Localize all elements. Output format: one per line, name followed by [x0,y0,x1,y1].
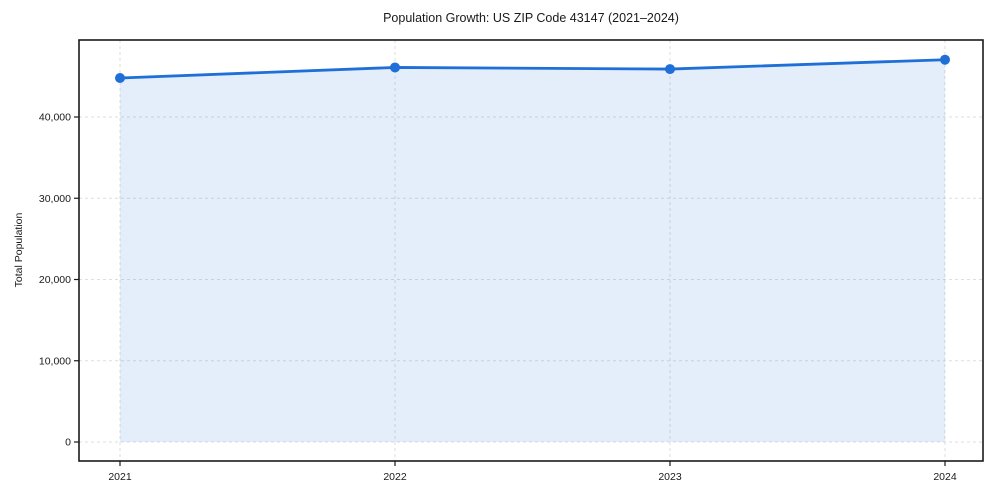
y-tick-label: 0 [65,437,71,449]
plot-border [78,39,984,462]
x-tick-label: 2022 [383,471,407,483]
data-point-marker [665,64,675,75]
area-fill [120,59,945,442]
x-tick-label: 2024 [933,471,957,483]
y-tick-label: 40,000 [39,112,71,124]
y-tick-label: 20,000 [39,274,71,286]
x-tick-label: 2023 [658,471,682,483]
y-tick-label: 30,000 [39,193,71,205]
data-point-marker [115,73,125,83]
chart-title: Population Growth: US ZIP Code 43147 (20… [383,11,679,25]
y-tick-label: 10,000 [39,355,71,367]
data-point-marker [940,54,950,65]
data-line [118,58,947,80]
data-point-marker [390,62,400,73]
x-tick-label: 2021 [108,471,132,483]
